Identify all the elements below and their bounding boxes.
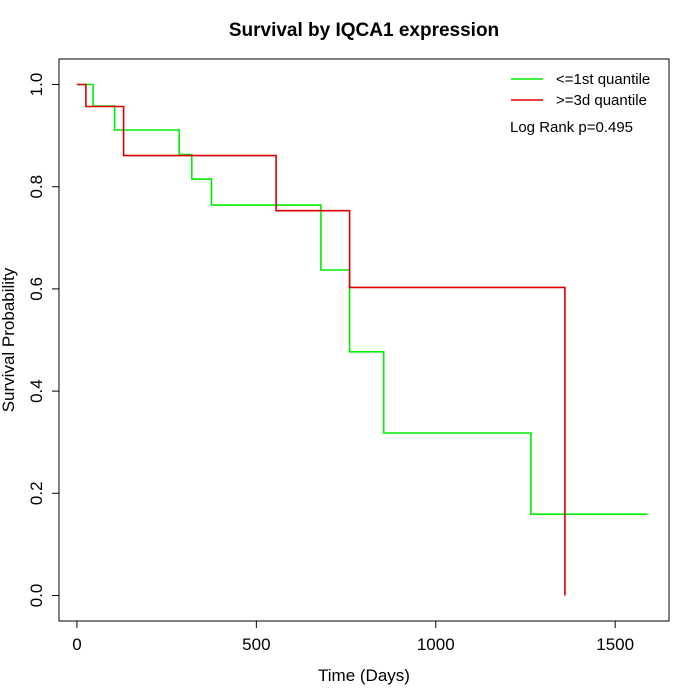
plot-frame <box>58 58 670 622</box>
x-axis-label: Time (Days) <box>318 666 410 685</box>
chart-title: Survival by IQCA1 expression <box>229 20 499 41</box>
x-tick-label: 500 <box>242 635 270 654</box>
y-tick-label: 0.0 <box>27 584 46 608</box>
x-tick-label: 1000 <box>417 635 455 654</box>
y-tick-label: 0.4 <box>27 379 46 403</box>
y-axis: 0.0 0.2 0.4 0.6 0.8 1.0 <box>27 73 60 608</box>
x-tick-label: 0 <box>72 635 81 654</box>
y-axis-label: Survival Probability <box>0 267 18 412</box>
x-tick-label: 1500 <box>596 635 634 654</box>
legend: <=1st quantile >=3d quantile <box>511 71 650 109</box>
y-tick-label: 0.6 <box>27 277 46 301</box>
x-axis: 0 500 1000 1500 <box>72 620 634 654</box>
y-tick-label: 1.0 <box>27 73 46 97</box>
series-layer <box>76 83 648 596</box>
series-line-1 <box>76 83 648 515</box>
log-rank-annotation: Log Rank p=0.495 <box>510 119 633 136</box>
legend-label: <=1st quantile <box>556 71 650 88</box>
y-tick-label: 0.8 <box>27 175 46 199</box>
y-tick-label: 0.2 <box>27 481 46 505</box>
legend-label: >=3d quantile <box>556 92 647 109</box>
series-line-2 <box>76 83 566 596</box>
